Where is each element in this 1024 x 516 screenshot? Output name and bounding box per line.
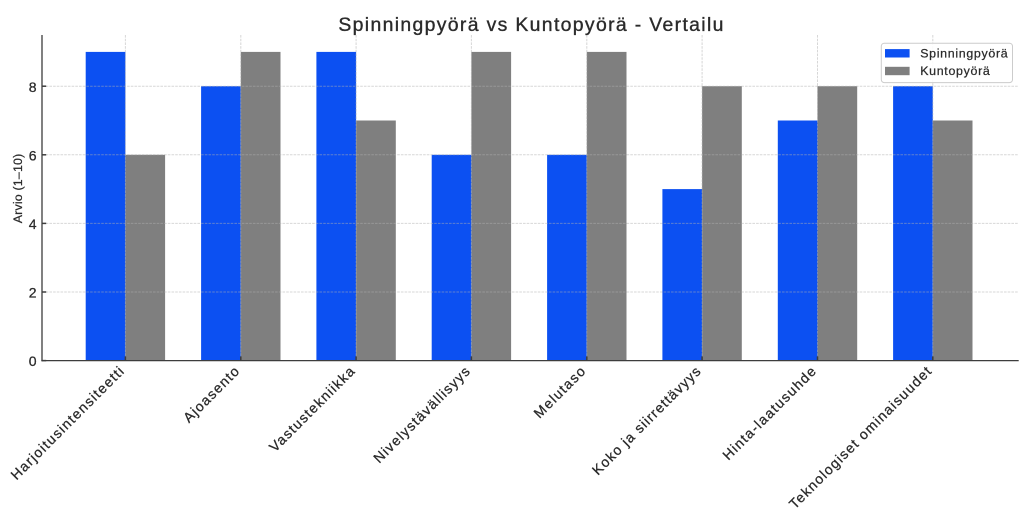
svg-text:2: 2 (29, 285, 37, 301)
svg-text:0: 0 (29, 353, 37, 369)
svg-text:Spinningpyörä: Spinningpyörä (920, 46, 1008, 60)
svg-text:Spinningpyörä vs Kuntopyörä -: Spinningpyörä vs Kuntopyörä - Vertailu (338, 14, 723, 36)
svg-text:6: 6 (29, 147, 37, 163)
svg-text:Kuntopyörä: Kuntopyörä (920, 64, 990, 78)
svg-text:8: 8 (29, 79, 37, 95)
svg-text:Arvio (1–10): Arvio (1–10) (11, 154, 25, 224)
svg-text:4: 4 (29, 216, 37, 232)
